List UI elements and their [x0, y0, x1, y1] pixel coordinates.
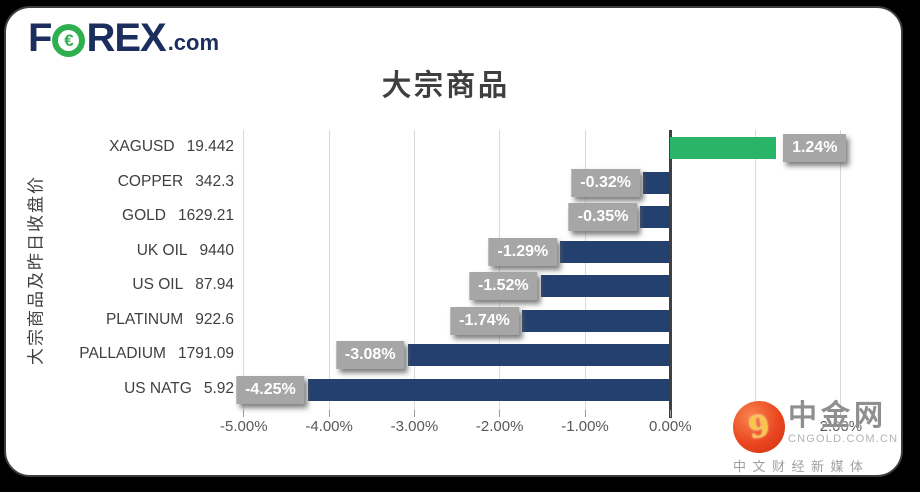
gridline [840, 130, 842, 410]
y-axis-title: 大宗商品及昨日收盘价 [26, 175, 46, 365]
cngold-watermark-top: 9 中金网 CNGOLD.COM.CN [733, 401, 897, 453]
x-axis-tickmark [840, 410, 842, 417]
category-name: UK OIL [136, 241, 188, 259]
bar-platinum [521, 309, 671, 332]
x-axis-tickmark [413, 410, 415, 417]
bar-value-label: -0.35% [568, 203, 638, 231]
bar-us-natg [307, 378, 671, 401]
gridline [243, 130, 245, 410]
x-tick-label: -1.00% [561, 418, 609, 435]
category-name: PLATINUM [105, 310, 184, 328]
x-axis-tickmark [499, 410, 501, 417]
category-name: PALLADIUM [79, 345, 166, 363]
x-tick-label: -3.00% [390, 418, 439, 435]
bar-value-label: -1.52% [468, 272, 538, 300]
category-name: US OIL [132, 276, 184, 294]
bar-value-label: 1.24% [783, 134, 847, 162]
cngold-url: CNGOLD.COM.CN [788, 433, 899, 445]
close-value: 922.6 [195, 310, 234, 328]
bar-palladium [407, 344, 671, 366]
bar-value-label: -3.08% [335, 341, 405, 369]
bar-gold [640, 206, 671, 228]
close-value: 87.94 [195, 276, 234, 294]
category-row: GOLD 1629.21 [54, 199, 234, 234]
category-name: COPPER [117, 172, 184, 190]
bar-value-label: -1.74% [450, 306, 519, 335]
chart-card: F € REX .com 大宗商品 大宗商品及昨日收盘价 XAGUSD 19.44… [4, 6, 903, 477]
gridline [499, 130, 501, 410]
x-tick-label: 2.00% [819, 418, 863, 435]
close-value: 5.92 [203, 379, 234, 397]
euro-symbol-icon: € [58, 29, 80, 51]
gridline [328, 130, 330, 410]
category-row: PALLADIUM 1791.09 [54, 337, 234, 372]
category-row: US NATG 5.92 [54, 372, 234, 407]
cngold-watermark: 9 中金网 CNGOLD.COM.CN 中文财经新媒体 [733, 401, 897, 475]
category-name: US NATG [124, 379, 192, 397]
close-value: 19.442 [186, 138, 234, 156]
bar-us-oil [540, 275, 671, 297]
gridline [413, 130, 415, 410]
close-value: 1629.21 [177, 207, 234, 225]
category-row: COPPER 342.3 [54, 165, 234, 200]
bar-uk-oil [560, 240, 671, 263]
category-row: XAGUSD 19.442 [54, 130, 234, 165]
close-value: 1791.09 [177, 345, 234, 363]
bar-value-label: -1.29% [488, 237, 558, 266]
bar-value-label: -4.25% [236, 375, 305, 404]
forex-logo: F € REX .com [28, 16, 219, 61]
plot-area: 1.24% -0.32% -0.35% -1.29% -1.52% -1.74% -3.08… [236, 130, 847, 418]
x-axis-tickmark [669, 410, 671, 417]
x-tick-label: -4.00% [305, 418, 353, 435]
forex-logo-rex: REX [86, 16, 166, 60]
forex-logo-f: F [28, 16, 52, 60]
x-tick-label: -2.00% [475, 418, 524, 435]
bar-xagusd [670, 137, 777, 159]
cngold-swirl-icon: 9 [745, 407, 773, 447]
cngold-text-block: 中金网 CNGOLD.COM.CN [788, 400, 899, 446]
gridline [584, 130, 586, 410]
category-name: XAGUSD [109, 138, 175, 156]
forex-logo-dotcom: .com [167, 30, 220, 55]
category-name: GOLD [122, 207, 166, 225]
x-axis-tickmark [584, 410, 586, 417]
bar-copper [643, 171, 671, 194]
cngold-name: 中金网 [788, 400, 888, 432]
category-row: US OIL 87.94 [54, 268, 234, 303]
category-row: PLATINUM 922.6 [54, 303, 234, 338]
x-tick-label: -5.00% [220, 418, 268, 435]
x-axis-tickmark [328, 410, 330, 417]
gridline [755, 130, 757, 410]
cngold-tagline: 中文财经新媒体 [733, 459, 870, 474]
forex-logo-o-icon: € [52, 23, 86, 57]
x-tick-label: 0.00% [649, 418, 692, 435]
bar-value-label: -0.32% [571, 168, 640, 197]
close-value: 342.3 [195, 172, 234, 190]
category-labels: XAGUSD 19.442 COPPER 342.3 GOLD 1629.21 UK OIL… [54, 130, 234, 406]
cngold-logo-icon: 9 [733, 401, 785, 453]
x-axis-tickmark [243, 410, 245, 417]
category-row: UK OIL 9440 [54, 234, 234, 269]
zero-axis-line [668, 130, 672, 418]
chart-title: 大宗商品 [381, 70, 510, 102]
y-axis-title-wrap: 大宗商品及昨日收盘价 [16, 130, 52, 410]
close-value: 9440 [199, 241, 234, 259]
